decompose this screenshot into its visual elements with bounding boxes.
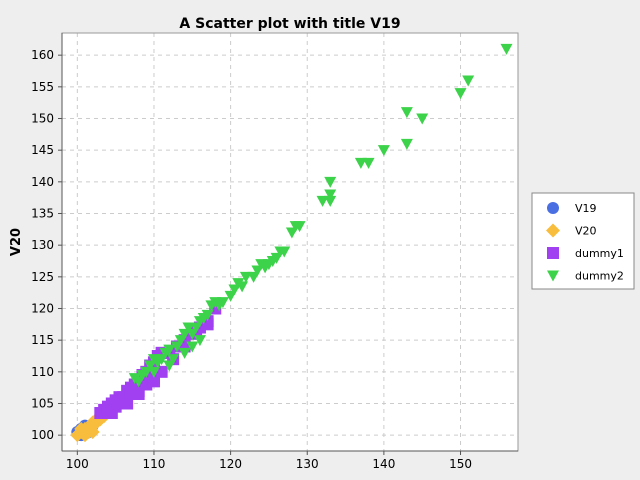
x-tick-label: 150 bbox=[449, 457, 472, 471]
data-point bbox=[147, 366, 160, 378]
data-point bbox=[121, 397, 134, 410]
data-point bbox=[324, 189, 337, 201]
y-axis-ticks: 100 105 110 115 120 125 130 135 140 145 150 155 160 bbox=[31, 48, 62, 442]
y-tick-label: 145 bbox=[31, 143, 54, 157]
legend-label-dummy2: dummy2 bbox=[575, 270, 624, 283]
data-point bbox=[163, 344, 176, 356]
data-points bbox=[70, 43, 513, 443]
y-tick-label: 105 bbox=[31, 397, 54, 411]
data-point bbox=[74, 421, 89, 436]
data-point bbox=[105, 407, 118, 419]
data-point bbox=[193, 335, 206, 347]
chart-title: A Scatter plot with title V19 bbox=[179, 16, 400, 32]
data-point bbox=[324, 195, 337, 207]
legend: V19 V20 dummy1 dummy2 bbox=[531, 192, 635, 290]
series-dummy2 bbox=[128, 43, 513, 388]
grid-lines bbox=[62, 33, 518, 451]
legend-label-dummy1: dummy1 bbox=[575, 247, 624, 260]
y-axis-label: V20 bbox=[9, 228, 24, 256]
x-tick-label: 130 bbox=[296, 457, 319, 471]
data-point bbox=[236, 281, 249, 293]
y-tick-label: 115 bbox=[31, 333, 54, 347]
x-tick-label: 100 bbox=[66, 457, 89, 471]
data-point bbox=[400, 107, 413, 119]
data-point bbox=[362, 157, 375, 169]
y-tick-label: 155 bbox=[31, 80, 54, 94]
data-point bbox=[377, 145, 390, 157]
data-point bbox=[416, 113, 429, 125]
data-point bbox=[216, 297, 229, 309]
x-tick-label: 110 bbox=[143, 457, 166, 471]
data-point bbox=[201, 309, 214, 321]
y-tick-label: 125 bbox=[31, 270, 54, 284]
y-tick-label: 140 bbox=[31, 175, 54, 189]
y-tick-label: 130 bbox=[31, 238, 54, 252]
data-point bbox=[132, 388, 145, 400]
legend-label-v19: V19 bbox=[575, 202, 597, 215]
data-point bbox=[400, 138, 413, 150]
data-point bbox=[454, 88, 467, 100]
y-tick-label: 110 bbox=[31, 365, 54, 379]
y-tick-label: 135 bbox=[31, 207, 54, 221]
data-point bbox=[462, 75, 475, 87]
legend-marker-v19 bbox=[547, 202, 559, 214]
y-tick-label: 160 bbox=[31, 48, 54, 62]
data-point bbox=[354, 157, 367, 169]
data-point bbox=[182, 322, 195, 334]
legend-marker-dummy1 bbox=[547, 247, 559, 259]
x-tick-label: 120 bbox=[219, 457, 242, 471]
data-point bbox=[85, 425, 100, 439]
x-axis-ticks: 100 110 120 130 140 150 bbox=[66, 451, 472, 471]
y-tick-label: 150 bbox=[31, 112, 54, 126]
data-point bbox=[178, 347, 191, 359]
data-point bbox=[167, 354, 180, 366]
data-point bbox=[186, 341, 199, 353]
legend-marker-dummy2 bbox=[547, 270, 559, 282]
data-point bbox=[316, 195, 329, 207]
legend-marker-v20 bbox=[546, 223, 560, 238]
y-tick-label: 120 bbox=[31, 302, 54, 316]
data-point bbox=[500, 43, 513, 55]
data-point bbox=[293, 221, 306, 233]
y-tick-label: 100 bbox=[31, 428, 54, 442]
data-point bbox=[147, 375, 160, 388]
data-point bbox=[239, 271, 252, 283]
data-point bbox=[324, 176, 337, 188]
legend-label-v20: V20 bbox=[575, 225, 597, 238]
x-tick-label: 140 bbox=[372, 457, 395, 471]
data-point bbox=[278, 246, 291, 258]
